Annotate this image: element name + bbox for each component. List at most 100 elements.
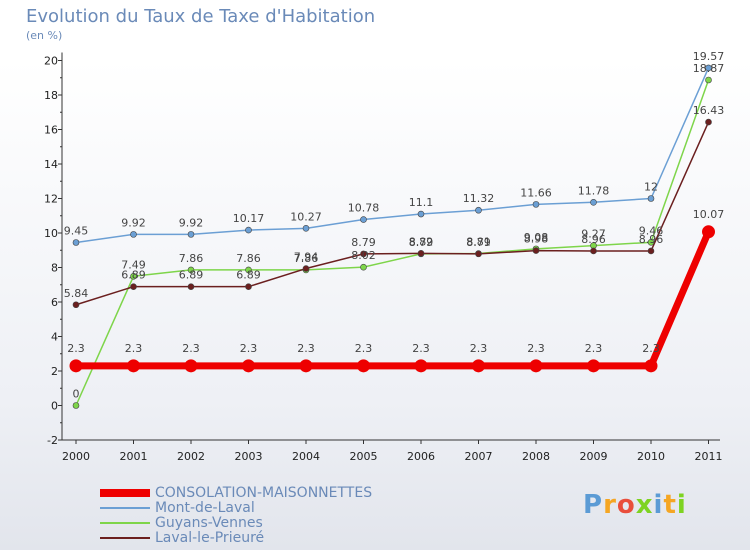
y-tick-label: 2 (51, 365, 58, 378)
data-label-guyans-vennes: 7.86 (236, 252, 261, 265)
data-point-laval-le-prieure (302, 265, 310, 272)
series-line-consolation-maisonnettes (72, 228, 712, 370)
x-tick-label: 2007 (465, 450, 493, 463)
data-point-guyans-vennes (72, 402, 80, 409)
legend-label-mont-de-laval: Mont-de-Laval (155, 500, 255, 516)
data-label-mont-de-laval: 12 (644, 181, 658, 194)
y-tick-label: 8 (51, 262, 58, 275)
data-point-consolation-maisonnettes (299, 359, 313, 373)
data-point-mont-de-laval (705, 64, 712, 72)
x-tick-label: 2005 (350, 450, 378, 463)
data-label-laval-le-prieure: 16.43 (693, 104, 725, 117)
data-label-laval-le-prieure: 8.79 (466, 236, 491, 249)
data-point-laval-le-prieure (187, 283, 195, 290)
data-label-mont-de-laval: 11.32 (463, 192, 495, 205)
data-label-laval-le-prieure: 8.82 (409, 235, 434, 248)
data-point-mont-de-laval (532, 201, 540, 208)
logo-letter: t (663, 490, 677, 520)
data-point-laval-le-prieure (245, 283, 252, 290)
logo-letter: r (603, 490, 617, 520)
data-point-mont-de-laval (130, 231, 137, 238)
x-tick-label: 2004 (292, 450, 320, 463)
x-tick-label: 2008 (522, 450, 550, 463)
data-label-mont-de-laval: 9.92 (121, 216, 146, 229)
legend-label-consolation: CONSOLATION-MAISONNETTES (155, 485, 373, 501)
data-point-guyans-vennes (705, 76, 712, 84)
data-label-guyans-vennes: 9.27 (581, 228, 606, 241)
data-point-guyans-vennes (360, 263, 367, 271)
series-line-mont-de-laval (75, 67, 710, 244)
data-point-mont-de-laval (302, 225, 310, 232)
logo-letter: x (635, 490, 654, 520)
logo-letter: i (676, 490, 687, 520)
data-point-consolation-maisonnettes (472, 359, 485, 373)
data-point-guyans-vennes (647, 239, 655, 246)
data-label-laval-le-prieure: 6.89 (179, 269, 204, 282)
data-label-laval-le-prieure: 5.84 (64, 287, 89, 300)
data-label-guyans-vennes: 7.86 (179, 252, 204, 265)
data-label-mont-de-laval: 19.57 (693, 50, 725, 63)
data-label-guyans-vennes: 9.08 (524, 231, 549, 244)
data-point-consolation-maisonnettes (644, 359, 658, 373)
data-point-mont-de-laval (187, 231, 195, 238)
logo-letter: o (616, 490, 636, 520)
legend-label-guyans-vennes: Guyans-Vennes (155, 515, 263, 531)
data-label-laval-le-prieure: 8.79 (351, 236, 376, 249)
data-point-guyans-vennes (245, 266, 252, 274)
y-tick-label: 20 (44, 55, 58, 68)
data-label-guyans-vennes: 9.46 (639, 224, 664, 237)
data-label-laval-le-prieure: 6.89 (121, 269, 146, 282)
data-label-consolation-maisonnettes: 2.3 (125, 342, 143, 355)
legend-label-laval-le-prieure: Laval-le-Prieuré (155, 530, 265, 546)
data-label-mont-de-laval: 9.92 (179, 216, 204, 229)
data-point-mont-de-laval (360, 216, 367, 223)
proxiti-logo[interactable]: Proxiti (583, 490, 687, 520)
logo-letter: i (653, 490, 664, 520)
data-point-laval-le-prieure (647, 247, 655, 255)
data-label-mont-de-laval: 11.78 (578, 184, 610, 197)
y-tick-label: 16 (44, 124, 58, 137)
x-tick-label: 2009 (580, 450, 608, 463)
x-tick-label: 2001 (120, 450, 148, 463)
logo-letter: P (583, 490, 604, 520)
data-point-consolation-maisonnettes (69, 359, 83, 373)
data-point-laval-le-prieure (475, 250, 482, 258)
x-tick-label: 2002 (177, 450, 205, 463)
data-point-consolation-maisonnettes (184, 359, 198, 373)
y-tick-label: 6 (51, 296, 58, 309)
x-tick-label: 2010 (637, 450, 665, 463)
data-label-consolation-maisonnettes: 2.3 (470, 342, 488, 355)
data-point-consolation-maisonnettes (127, 359, 140, 373)
data-point-laval-le-prieure (705, 118, 712, 126)
data-point-mont-de-laval (72, 239, 80, 246)
data-label-laval-le-prieure: 8.98 (524, 233, 549, 246)
chart-title: Evolution du Taux de Taxe d'Habitation (26, 6, 376, 27)
data-label-mont-de-laval: 9.45 (64, 224, 89, 237)
data-label-laval-le-prieure: 8.96 (639, 233, 664, 246)
x-tick-label: 2000 (62, 450, 90, 463)
y-tick-label: 18 (44, 89, 58, 102)
data-point-consolation-maisonnettes (702, 225, 715, 239)
data-label-guyans-vennes: 7.86 (294, 252, 319, 265)
data-label-consolation-maisonnettes: 2.3 (182, 342, 200, 355)
data-point-mont-de-laval (590, 198, 597, 206)
data-point-mont-de-laval (245, 226, 252, 234)
data-label-consolation-maisonnettes: 2.3 (527, 342, 545, 355)
data-point-mont-de-laval (647, 195, 655, 202)
data-label-consolation-maisonnettes: 10.07 (693, 208, 725, 221)
data-point-consolation-maisonnettes (587, 359, 600, 373)
data-point-laval-le-prieure (590, 247, 597, 255)
y-tick-label: -2 (47, 434, 58, 447)
data-point-laval-le-prieure (72, 301, 80, 309)
data-point-consolation-maisonnettes (242, 359, 255, 373)
x-tick-label: 2006 (407, 450, 435, 463)
data-label-mont-de-laval: 10.17 (233, 212, 265, 225)
data-label-guyans-vennes: 8.81 (466, 236, 491, 249)
series-line-guyans-vennes (75, 79, 710, 407)
y-tick-label: 14 (44, 158, 58, 171)
data-label-guyans-vennes: 18.87 (693, 62, 725, 75)
legend-swatch-laval-le-prieure (100, 537, 150, 539)
data-label-laval-le-prieure: 7.94 (294, 251, 319, 264)
data-point-consolation-maisonnettes (357, 359, 370, 373)
